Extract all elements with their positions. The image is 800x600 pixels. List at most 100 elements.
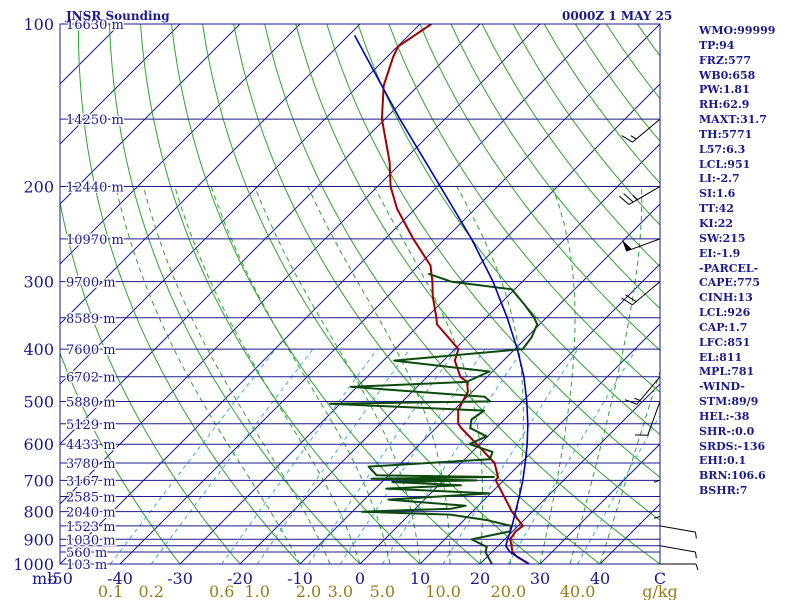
pressure-tick-label: 500 (23, 392, 54, 411)
dry-adiabat (419, 24, 660, 351)
height-label: 5129 m (66, 418, 116, 433)
temperature-tick-label: 40 (590, 569, 610, 588)
wind-barb (660, 563, 699, 571)
pressure-tick-label: 900 (23, 530, 54, 549)
plot-frame (59, 23, 661, 565)
index-row: FRZ:577 (699, 53, 752, 67)
pressure-tick-label: 800 (23, 503, 54, 522)
height-label: 8589 m (66, 312, 116, 327)
wind-barb-staff (628, 186, 661, 205)
sounding-series (329, 24, 539, 564)
isotherm-line (60, 24, 421, 385)
index-row: PW:1.81 (699, 83, 750, 97)
pressure-tick-label: 400 (23, 340, 54, 359)
mixing-ratio-label: 10.0 (425, 582, 461, 600)
wind-barb-half (694, 532, 697, 539)
index-row: SHR-:0.0 (699, 424, 755, 438)
index-row: MAXT:31.7 (699, 113, 767, 127)
index-row: EHI:0.1 (699, 454, 747, 468)
wind-barb (622, 238, 661, 252)
wind-barb (621, 281, 661, 306)
index-row: TP:94 (699, 38, 735, 52)
dry-adiabat (326, 24, 660, 478)
mixing-ratio-label: 1.0 (244, 582, 269, 600)
mixing-ratio-line (110, 348, 276, 564)
height-label: 3167 m (66, 474, 116, 489)
wind-barb-full (624, 399, 638, 405)
index-row: HEL:-38 (699, 409, 750, 423)
index-row: KI:22 (699, 216, 734, 230)
wind-barb-staff (647, 401, 661, 436)
wind-barb (659, 525, 697, 539)
pressure-tick-label: 100 (23, 15, 54, 34)
height-label: 16630 m (66, 18, 124, 33)
temperature-tick-label: -40 (107, 569, 133, 588)
mixing-ratio-line (308, 348, 457, 564)
mixing-ratio-lines (110, 348, 660, 564)
index-row: MPL:781 (699, 365, 755, 379)
wind-barb-full (619, 195, 630, 205)
mixing-ratio-line (577, 414, 660, 564)
isotherm-line (60, 24, 481, 445)
height-label: 14250 m (66, 113, 124, 128)
mixing-ratio-line (221, 348, 378, 564)
isotherm-line (60, 24, 361, 325)
wind-barb-staff (632, 118, 661, 143)
wind-barb-full (623, 193, 634, 203)
index-row: CAP:1.7 (699, 320, 748, 334)
wind-barb-half (694, 551, 697, 559)
wind-barb (659, 545, 697, 559)
moist-adiabat-lines (115, 186, 660, 564)
wind-barb (619, 186, 661, 205)
index-row: LFC:851 (699, 335, 751, 349)
isotherm-line (299, 203, 660, 564)
wind-barb-full (621, 297, 633, 306)
wind-barb (624, 376, 661, 405)
isotherm-line (119, 24, 660, 564)
index-row: WMO:99999 (699, 24, 776, 37)
wind-barb (635, 401, 661, 436)
wind-barb-full (625, 294, 637, 302)
mixing-ratio-label: 3.0 (328, 582, 353, 600)
index-row: BSHR:7 (699, 484, 748, 498)
height-label: 7600 m (66, 343, 116, 358)
isotherm-line (60, 24, 301, 265)
dewpoint-profile (329, 272, 539, 564)
indices-panel: WMO:99999 TP:94 FRZ:577 WB0:658 PW:1.81 RH:62… (699, 24, 799, 499)
temperature-tick-label: 0 (355, 569, 365, 588)
dry-adiabat (60, 351, 181, 564)
mixing-ratio-label: 0.2 (139, 582, 164, 600)
index-row: EL:811 (699, 350, 743, 364)
temperature-tick-label: C (654, 569, 666, 588)
index-row: LCL:926 (699, 306, 751, 320)
index-row: RH:62.9 (699, 98, 750, 112)
height-label: 12440 m (66, 181, 124, 196)
temperature-tick-label: -10 (287, 569, 313, 588)
pressure-tick-label: 300 (23, 273, 54, 292)
index-row: CAPE:775 (699, 276, 760, 290)
isotherm-line (359, 263, 660, 564)
temperature-tick-label: -30 (167, 569, 193, 588)
isotherm-line (179, 83, 660, 564)
height-label: 3780 m (66, 457, 116, 472)
temperature-profile (380, 24, 530, 564)
wind-barb-flag (622, 239, 632, 252)
height-label: 103 m (66, 558, 107, 573)
temperature-tick-label: -20 (227, 569, 253, 588)
pressure-tick-label: 200 (23, 178, 54, 197)
isotherm-line (60, 24, 181, 145)
wind-barb-half (630, 135, 637, 140)
wind-barb-half (695, 563, 699, 571)
index-row: SI:1.6 (699, 187, 736, 201)
index-row: CINH:13 (699, 291, 753, 305)
isotherm-line (60, 24, 601, 564)
height-label: 10970 m (66, 233, 124, 248)
index-row: EI:-1.9 (699, 246, 741, 260)
temperature-tick-label: -50 (47, 569, 73, 588)
parcel-profile (353, 35, 530, 564)
chart-title: JNSR Sounding (66, 9, 170, 23)
index-row: TT:42 (699, 202, 734, 216)
dry-adiabat (108, 24, 361, 564)
height-label: 560 m (66, 546, 107, 561)
